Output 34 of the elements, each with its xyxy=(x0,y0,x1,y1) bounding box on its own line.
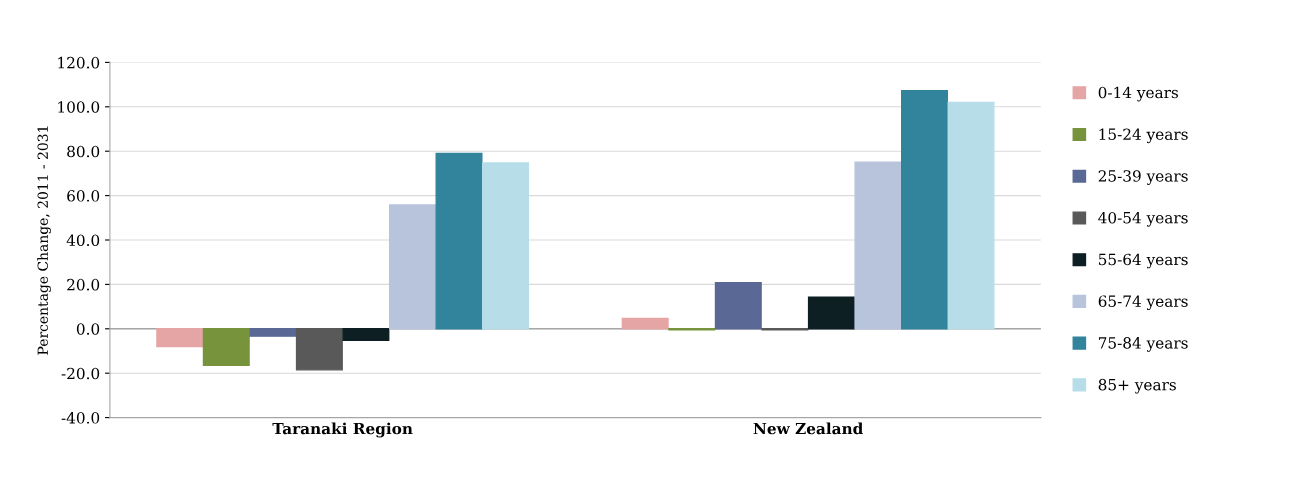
bar xyxy=(249,328,297,337)
bar xyxy=(388,204,436,330)
bar xyxy=(202,328,250,367)
bar xyxy=(854,161,902,330)
legend-label: 55-64 years xyxy=(1098,253,1188,269)
y-tick-label: 0.0 xyxy=(76,323,100,335)
bar xyxy=(156,328,204,348)
y-tick-label: -20.0 xyxy=(61,367,100,380)
bar xyxy=(295,328,343,371)
bar xyxy=(947,101,995,330)
bar xyxy=(435,152,483,330)
legend-label: 0-14 years xyxy=(1098,86,1178,102)
legend-label: 25-39 years xyxy=(1098,170,1188,185)
y-tick-label: 60.0 xyxy=(67,190,100,202)
x-tick-label: Taranaki Region xyxy=(272,422,413,438)
legend-label: 15-24 years xyxy=(1099,128,1188,144)
bar xyxy=(621,317,669,330)
bar xyxy=(900,89,948,330)
y-tick-label: 100.0 xyxy=(58,101,100,113)
bar xyxy=(714,281,762,330)
bar xyxy=(342,328,390,342)
y-tick-label: 20.0 xyxy=(67,278,100,291)
legend-label: 85+ years xyxy=(1098,378,1176,394)
y-axis-title: Percentage Change, 2011 - 2031 xyxy=(37,126,51,355)
y-tick-label: -40.0 xyxy=(61,412,100,424)
bar xyxy=(807,296,855,330)
legend-label: 65-74 years xyxy=(1098,295,1188,311)
y-tick-label: 80.0 xyxy=(67,145,100,158)
x-tick-label: New Zealand xyxy=(753,422,863,435)
y-tick-label: 40.0 xyxy=(66,234,100,247)
y-tick-label: 120.0 xyxy=(58,56,100,69)
legend-label: 40-54 years xyxy=(1098,211,1188,227)
legend-label: 75-84 years xyxy=(1098,337,1188,352)
bar xyxy=(482,162,530,330)
